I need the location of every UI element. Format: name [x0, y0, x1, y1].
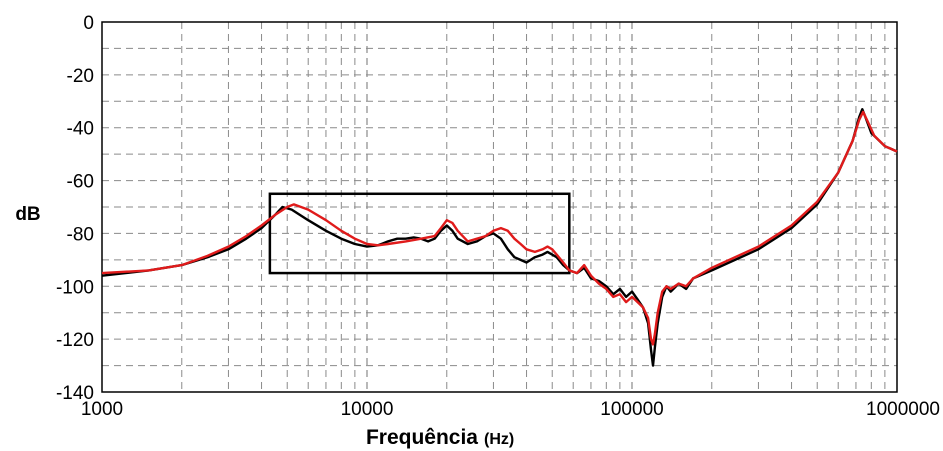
x-tick-label: 100000: [600, 399, 663, 420]
x-axis-label: Frequência: [366, 426, 478, 449]
y-axis-label: dB: [15, 204, 40, 225]
y-tick-label: -20: [67, 66, 94, 87]
y-tick-label: -140: [56, 383, 94, 404]
y-tick-labels: 0 -20 -40 -60 -80 -100 -120 -140: [56, 13, 94, 404]
y-tick-label: -60: [67, 172, 94, 193]
series-line-2: [101, 110, 898, 346]
x-axis-unit: (Hz): [484, 431, 514, 448]
x-tick-label: 1000000: [866, 399, 940, 420]
y-tick-label: -120: [56, 330, 94, 351]
y-tick-label: -100: [56, 277, 94, 298]
grid: [102, 22, 897, 392]
y-tick-label: -80: [67, 224, 94, 245]
plot-frame: [101, 21, 898, 393]
series-layer: [101, 108, 898, 367]
x-tick-labels: 1000 10000 100000 1000000: [81, 399, 940, 420]
y-tick-label: -40: [67, 119, 94, 140]
x-tick-label: 1000: [81, 399, 123, 420]
highlight-box: [268, 192, 571, 275]
y-tick-label: 0: [83, 13, 94, 34]
series-line-1: [101, 108, 898, 367]
x-tick-label: 10000: [341, 399, 394, 420]
